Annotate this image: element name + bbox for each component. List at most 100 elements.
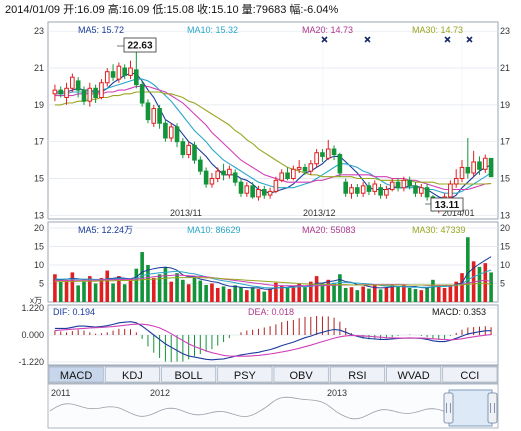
candle: [186, 141, 191, 159]
volume-bar: [303, 287, 307, 302]
candle: [163, 119, 168, 142]
tab-psy[interactable]: PSY: [217, 366, 273, 383]
tab-wvad[interactable]: WVAD: [386, 366, 442, 383]
volume-y-tick: 5: [39, 279, 44, 289]
candle: [296, 160, 302, 173]
volume-bar: [250, 287, 255, 302]
volume-bar: [442, 287, 447, 302]
volume-bar: [210, 283, 214, 302]
candle: [360, 182, 366, 197]
volume-bar: [436, 285, 441, 302]
volume-bar: [163, 266, 168, 302]
tab-rsi[interactable]: RSI: [329, 366, 385, 383]
macd-y-tick: 1.220: [21, 303, 44, 313]
volume-bar: [82, 281, 86, 302]
volume-axis-left: 20 15 10 5: [34, 223, 44, 289]
candle: [395, 178, 401, 192]
candle: [418, 184, 424, 197]
range-handle-right[interactable]: [487, 392, 498, 424]
candle: [372, 180, 378, 196]
volume-bar: [268, 288, 272, 302]
volume-bar: [407, 287, 412, 302]
candle: [378, 184, 383, 199]
high-callout-value: 22.63: [127, 41, 152, 52]
tab-boll[interactable]: BOLL: [161, 366, 217, 383]
volume-bar: [338, 274, 342, 302]
volume-grid: [48, 227, 498, 284]
indicator-tab-bar: [47, 365, 499, 384]
tab-cci[interactable]: CCI: [442, 366, 498, 383]
candle: [128, 60, 133, 80]
macd-lines: [54, 321, 492, 361]
overview-year-label: 2013: [327, 388, 347, 398]
tab-obv[interactable]: OBV: [273, 366, 329, 383]
price-y-tick: 19: [34, 100, 44, 110]
volume-bar: [70, 272, 75, 302]
volume-bar: [390, 284, 395, 302]
low-callout: 13.11: [425, 197, 464, 212]
volume-bar: [425, 287, 429, 302]
event-marker-icon[interactable]: [466, 36, 473, 43]
volume-bar: [285, 287, 290, 302]
candle: [64, 82, 69, 105]
candle: [413, 182, 418, 197]
event-marker-icon[interactable]: [321, 36, 328, 43]
vol-ma5-label: MA5: 12.24万: [78, 225, 133, 235]
candle: [308, 160, 314, 175]
volume-bar: [320, 283, 325, 302]
candlesticks: [52, 38, 494, 214]
candle: [227, 165, 232, 179]
candle: [52, 84, 58, 102]
candle: [465, 137, 471, 179]
ma30-label: MA30: 14.73: [412, 25, 463, 35]
overview-range-selector[interactable]: [448, 389, 493, 427]
price-y-tick: 15: [34, 173, 44, 183]
volume-bar: [204, 284, 208, 302]
macd-y-tick: 0.000: [21, 330, 44, 340]
event-marker-icon[interactable]: [444, 36, 451, 43]
candle: [401, 176, 407, 192]
volume-y-tick: 5: [500, 279, 505, 289]
volume-bar: [105, 270, 110, 302]
volume-bar: [448, 286, 453, 302]
candle: [273, 176, 279, 194]
candle: [331, 145, 337, 161]
macd-grid: [48, 307, 498, 363]
price-axis-right: 23 21 19 17 15 13: [500, 26, 510, 220]
high-callout: 22.63: [117, 37, 157, 53]
range-handle-left[interactable]: [443, 392, 454, 424]
volume-bar: [146, 265, 150, 302]
candle: [261, 185, 267, 199]
volume-bar: [355, 290, 360, 302]
volume-bar: [367, 288, 371, 302]
overview-price-line: [49, 396, 447, 420]
candle: [337, 152, 343, 177]
candle: [291, 165, 296, 181]
volume-bar: [477, 266, 482, 302]
price-y-tick: 13: [34, 210, 44, 220]
dea-line: [54, 323, 492, 357]
volume-bar: [314, 276, 319, 302]
candle: [244, 182, 250, 197]
quote-header: 2014/01/09 开:16.09 高:16.09 低:15.08 收:15.…: [5, 2, 338, 16]
candle: [459, 160, 465, 183]
price-y-tick: 21: [500, 63, 510, 73]
x-tick-label: 2014/01: [442, 208, 475, 218]
volume-ma-lines: [54, 256, 492, 290]
overview-year-label: 2011: [51, 388, 70, 398]
candle: [215, 167, 221, 183]
volume-bar: [198, 280, 203, 302]
event-marker-icon[interactable]: [364, 36, 371, 43]
tab-kdj[interactable]: KDJ: [104, 366, 160, 383]
volume-bar: [419, 290, 424, 302]
tab-label: CCI: [460, 370, 479, 382]
volume-bar: [186, 284, 191, 302]
candle: [343, 178, 349, 197]
candle: [424, 184, 430, 201]
candle: [221, 163, 226, 181]
tab-label: MACD: [60, 370, 92, 382]
price-ma10-line: [54, 78, 492, 194]
volume-bar: [140, 252, 144, 302]
tab-macd[interactable]: MACD: [48, 366, 104, 383]
volume-y-tick: 15: [500, 242, 510, 252]
